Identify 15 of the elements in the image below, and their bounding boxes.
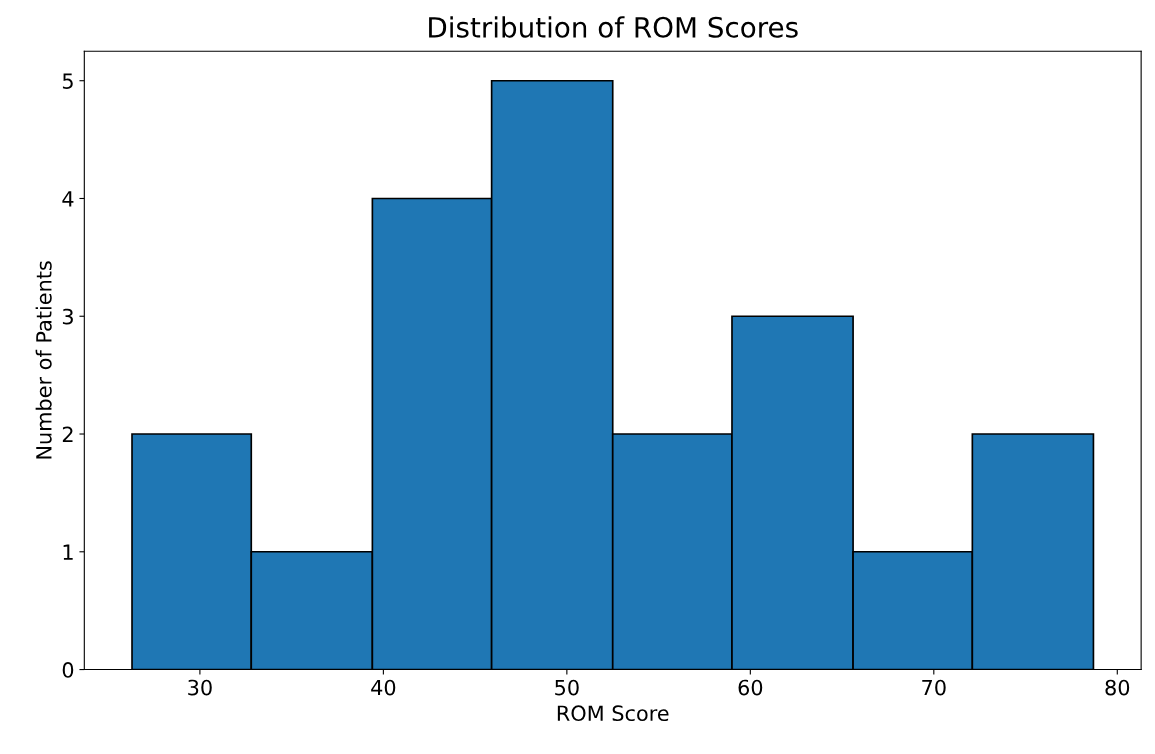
x-tick-label: 60 [738,679,763,696]
y-tick-label: 3 [62,308,73,325]
y-axis-title: Number of Patients [35,261,52,459]
x-tick-label: 80 [1105,679,1130,696]
y-tick-label: 5 [62,73,73,89]
x-tick-label: 40 [371,679,396,696]
x-axis-title: ROM Score [557,705,669,722]
x-tick-label: 50 [555,679,579,696]
y-tick-label: 0 [62,662,74,678]
y-tick-label: 4 [62,191,74,207]
y-tick-label: 2 [62,426,73,442]
x-tick-label: 70 [922,679,946,696]
x-tick-label: 30 [188,679,212,696]
chart-title: Distribution of ROM Scores [429,16,798,38]
y-tick-label: 1 [63,544,73,560]
